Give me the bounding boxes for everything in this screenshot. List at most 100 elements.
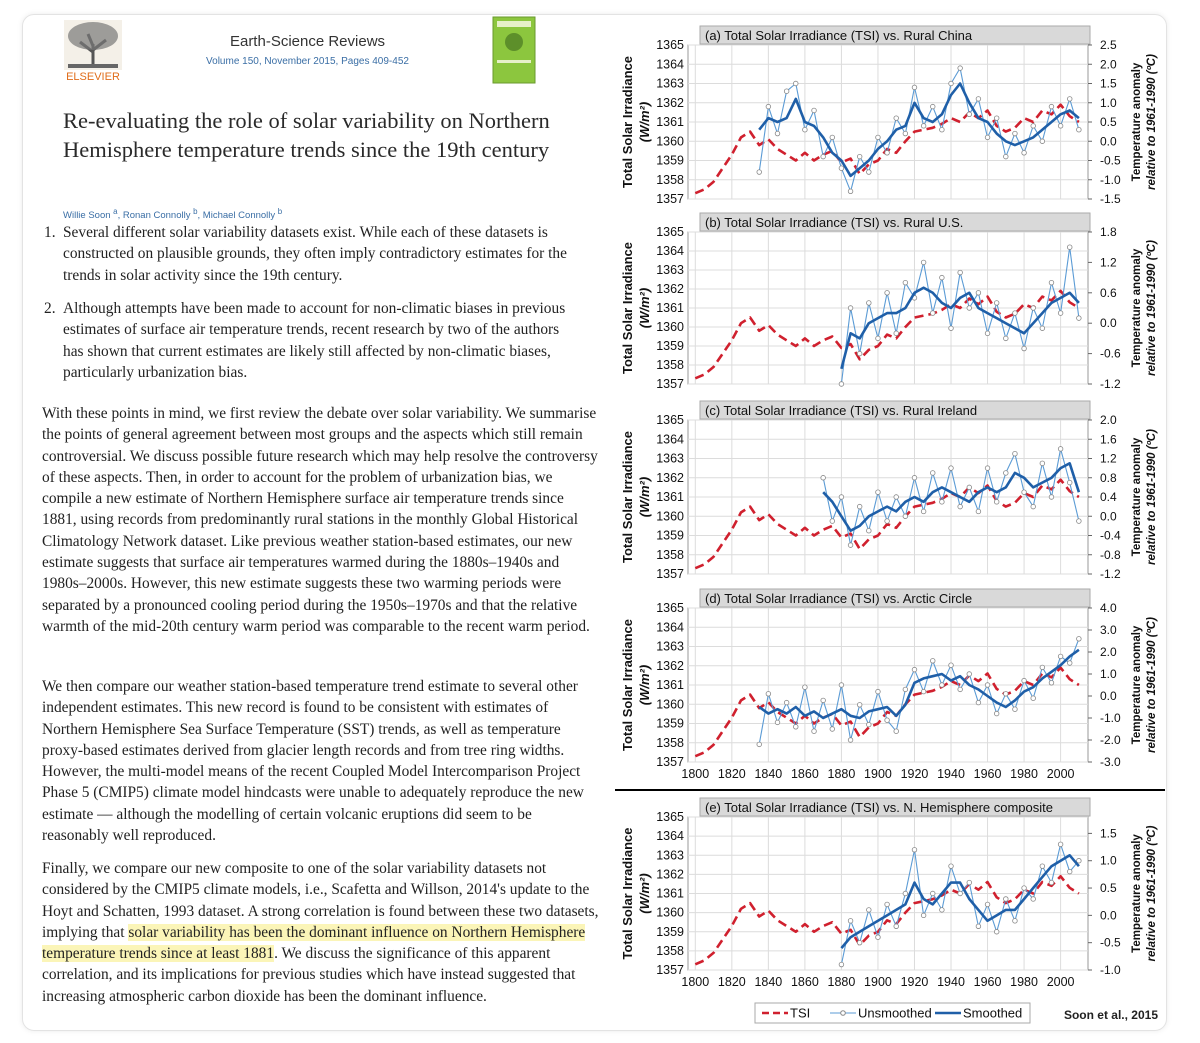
data-point [856,503,863,510]
legend-label: Smoothed [963,1006,1022,1021]
data-point [1030,896,1036,902]
data-point [884,518,890,524]
volume-line: Volume 150, November 2015, Pages 409-452 [206,56,409,67]
data-point [984,465,991,471]
data-point [866,907,872,913]
x-tick-label: 1880 [828,975,856,989]
y2-tick-label: 1.0 [1100,854,1117,868]
y-tick-label: 1363 [656,848,684,862]
data-point [847,542,854,548]
y-tick-label: 1358 [656,548,684,562]
author[interactable]: Ronan Connolly [122,210,191,222]
series-line [694,289,1080,380]
data-point [1057,446,1064,452]
y-tick-label: 1362 [656,867,684,881]
legend-box [754,1002,1031,1024]
series-line [694,103,1080,195]
data-point [957,890,963,897]
data-point [1076,315,1082,321]
publisher-logo: ELSEVIER [64,20,122,83]
author[interactable]: Willie Soon [63,210,111,222]
y2-tick-label: -1.0 [1100,173,1121,187]
data-point [802,126,808,133]
y-tick-label: 1364 [656,829,684,843]
publisher: ELSEVIER [66,71,120,83]
data-point [948,80,954,87]
data-point [1067,479,1073,486]
y2-tick-label: 1.6 [1100,432,1117,446]
y-axis-label: (W/m²) [637,102,652,142]
data-point [1057,841,1064,848]
y-tick-label: 1360 [656,906,684,920]
y-axis-label: Total Solar Irradiance [620,56,635,188]
y2-tick-label: 2.0 [1100,413,1117,427]
list-number: 1. [44,224,56,241]
data-point [829,726,835,732]
y-tick-label: 1361 [656,887,684,901]
data-point [875,489,881,495]
data-point [1021,885,1027,891]
text: . We discuss the significance of this ap… [42,945,576,1005]
chart-title: (e) Total Solar Irradiance (TSI) vs. N. … [705,800,1053,815]
y2-tick-label: -1.0 [1100,711,1121,725]
chart-title: (c) Total Solar Irradiance (TSI) vs. Rur… [705,403,977,418]
data-point [884,150,890,156]
y-tick-label: 1365 [656,810,684,824]
y2-tick-label: 0.0 [1100,689,1117,703]
data-point [966,305,972,311]
data-point [911,84,918,91]
y2-tick-label: 0.0 [1100,908,1117,922]
x-tick-label: 1900 [864,975,892,989]
author[interactable]: Michael Connolly [202,210,276,222]
paragraph: We then compare our weather station-base… [42,678,584,845]
y-tick-label: 1365 [656,225,684,239]
x-tick-label: 1960 [974,767,1002,781]
data-point [875,335,881,342]
data-point [902,890,909,897]
data-point [948,863,954,869]
data-point [1039,664,1046,671]
title-box [699,25,1091,45]
data-point [1012,918,1018,924]
data-point [930,890,936,897]
y-tick-label: 1365 [656,601,684,615]
legend-label: Unsmoothed [858,1006,932,1021]
series-line [758,648,1080,720]
x-tick-label: 1960 [974,975,1002,989]
data-point [829,518,835,524]
data-point [893,923,899,929]
data-point [966,111,972,117]
data-point [1039,138,1046,144]
data-point [811,728,817,734]
y-tick-label: 1360 [656,509,684,523]
y2-tick-label: 1.0 [1100,96,1117,110]
data-point [1076,518,1082,524]
data-point [884,717,890,723]
journal-cover [492,16,536,84]
data-point [756,169,762,175]
y2-axis-label: Temperature anomaly [1131,62,1143,181]
y2-tick-label: 0.0 [1100,316,1117,330]
y-tick-label: 1358 [656,944,684,958]
x-tick-label: 1880 [828,767,856,781]
series-line [758,82,1080,178]
x-tick-label: 2000 [1047,767,1075,781]
data-point [902,130,909,137]
data-point [1048,279,1055,286]
list-number: 2. [44,300,56,317]
data-point [930,470,936,476]
y-tick-label: 1360 [656,697,684,711]
series-line [840,854,1080,949]
data-point [984,682,991,688]
data-point [920,123,927,129]
data-point [866,721,872,728]
affiliation: a [113,207,118,216]
series-line [694,478,1080,570]
y2-tick-label: 1.5 [1100,826,1117,840]
y-axis-label: Total Solar Irradiance [620,242,635,374]
data-point [930,103,936,110]
data-point [984,134,991,141]
y2-tick-label: 0.4 [1100,490,1117,504]
